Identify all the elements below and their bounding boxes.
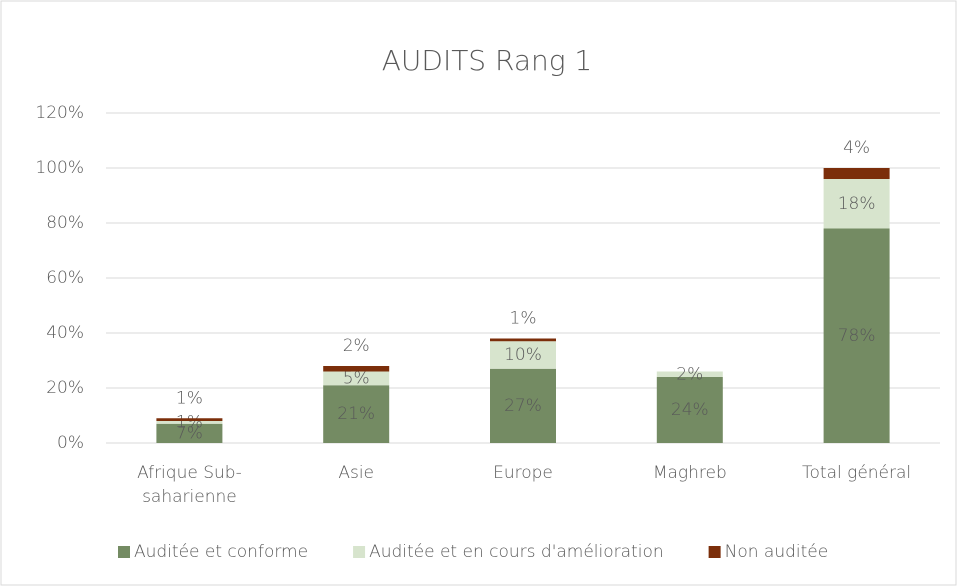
y-tick-label: 60% (46, 268, 84, 288)
data-label: 4% (843, 138, 870, 158)
y-tick-label: 40% (46, 323, 84, 343)
bar-segment (823, 168, 890, 179)
data-label: 1% (176, 388, 203, 408)
legend-label: Auditée et en cours d'amélioration (369, 542, 664, 562)
data-label: 18% (838, 194, 876, 214)
x-tick-label: Afrique Sub-saharienne (137, 463, 242, 507)
bar-segment (156, 423, 223, 443)
bar-segment (323, 371, 390, 386)
y-tick-label: 80% (46, 213, 84, 233)
data-label: 1% (176, 412, 203, 432)
x-tick-label: Maghreb (652, 463, 727, 483)
bar-segment (323, 366, 390, 372)
data-label: 10% (504, 345, 542, 365)
x-tick-label: Asie (338, 463, 375, 483)
legend-swatch (708, 546, 721, 558)
data-label: 7% (176, 423, 203, 443)
legend-swatch (353, 546, 366, 558)
bar-segment (156, 421, 223, 424)
bar-segment (490, 338, 556, 342)
data-label: 24% (671, 400, 709, 420)
bar-segment (823, 179, 890, 229)
y-tick-label: 20% (46, 378, 84, 398)
x-tick-label: Total général (802, 463, 912, 483)
x-tick-label: Europe (493, 463, 553, 483)
bar-segment (490, 341, 556, 369)
data-label: 78% (838, 326, 876, 346)
data-label: 1% (510, 309, 537, 329)
bar-segment (156, 418, 223, 421)
y-tick-label: 100% (35, 158, 84, 178)
legend-swatch (118, 546, 130, 558)
data-label: 2% (343, 336, 370, 356)
data-label: 5% (343, 368, 370, 388)
bar-segment (823, 228, 890, 443)
chart-title: AUDITS Rang 1 (382, 44, 593, 77)
legend-label: Non auditée (725, 542, 829, 562)
bar-segment (490, 368, 556, 443)
data-label: 2% (676, 364, 703, 384)
data-label: 21% (337, 404, 375, 424)
y-tick-label: 0% (57, 433, 84, 453)
y-tick-label: 120% (35, 103, 84, 123)
bar-segment (323, 385, 390, 443)
data-label: 27% (504, 396, 542, 416)
legend-label: Auditée et conforme (134, 542, 308, 562)
bar-segment (656, 377, 723, 443)
bar-segment (656, 371, 723, 377)
